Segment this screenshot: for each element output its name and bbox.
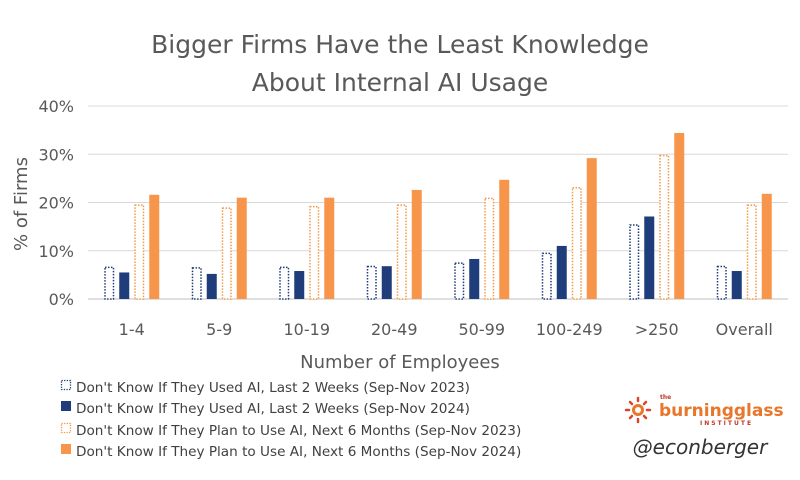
legend-swatch: [60, 379, 72, 391]
legend-label: Don't Know If They Used AI, Last 2 Weeks…: [76, 401, 470, 417]
x-tick-label: 10-19: [284, 320, 331, 339]
x-tick-label: 1-4: [119, 320, 145, 339]
brand-logo-prefix: the: [660, 394, 671, 401]
legend-swatch: [61, 444, 71, 454]
x-tick-label: 100-249: [536, 320, 603, 339]
bar-series-4-0: [149, 194, 160, 299]
bar-series-1-5: [541, 252, 552, 300]
bar-series-3-5: [571, 187, 582, 300]
bar-series-2-1: [206, 273, 217, 299]
bar-series-2-0: [119, 272, 130, 299]
bar-series-3-6: [659, 154, 670, 300]
legend-swatch: [60, 422, 72, 434]
x-tick-label: >250: [635, 320, 679, 339]
bar-series-1-7: [716, 265, 727, 300]
bar-series-4-1: [236, 197, 247, 299]
y-tick-label: 40%: [38, 97, 74, 116]
chart-title-line-2: About Internal AI Usage: [252, 68, 548, 97]
x-tick-label: 5-9: [206, 320, 232, 339]
legend-label: Don't Know If They Plan to Use AI, Next …: [76, 423, 521, 439]
bar-series-4-7: [761, 193, 772, 299]
bar-series-1-1: [191, 267, 202, 300]
legend: Don't Know If They Used AI, Last 2 Weeks…: [60, 379, 521, 460]
bar-series-4-2: [324, 197, 335, 299]
sunburst-logo-icon: [624, 396, 652, 424]
x-tick-label: Overall: [716, 320, 773, 339]
bar-series-2-4: [469, 258, 480, 299]
bar-series-3-0: [134, 204, 145, 300]
bar-series-2-6: [644, 216, 655, 299]
bar-series-1-6: [629, 224, 640, 300]
bar-series-4-4: [499, 179, 510, 299]
y-tick-label: 10%: [38, 242, 74, 261]
bar-series-4-3: [411, 189, 422, 299]
bar-series-4-6: [674, 133, 685, 299]
y-tick-label: 0%: [49, 290, 74, 309]
x-tick-label: 20-49: [371, 320, 418, 339]
x-axis-ticks: 1-4 5-9 10-19 20-49 50-99 100-249 >250 Overall: [119, 320, 773, 339]
y-tick-label: 30%: [38, 145, 74, 164]
x-tick-label: 50-99: [459, 320, 506, 339]
bar-series-3-1: [221, 207, 232, 300]
legend-label: Don't Know If They Plan to Use AI, Next …: [76, 444, 521, 460]
bar-series-3-2: [309, 205, 320, 300]
author-handle: @econberger: [633, 435, 769, 459]
brand-logo-text: burningglass: [659, 401, 784, 421]
bar-series-2-3: [381, 266, 392, 299]
bar-series-1-2: [279, 266, 290, 300]
bar-series-3-4: [484, 197, 495, 300]
x-axis-label: Number of Employees: [300, 352, 500, 373]
chart-title-line-1: Bigger Firms Have the Least Knowledge: [151, 30, 649, 59]
bar-series-2-5: [556, 245, 567, 299]
bar-series-2-7: [731, 271, 742, 299]
legend-label: Don't Know If They Used AI, Last 2 Weeks…: [76, 380, 470, 396]
bar-series-3-7: [746, 204, 757, 300]
y-tick-label: 20%: [38, 194, 74, 213]
bar-series-4-5: [586, 158, 597, 299]
gridlines: [88, 105, 788, 300]
bars: [104, 133, 772, 300]
brand-logo: the burningglass INSTITUTE: [624, 394, 784, 427]
bar-series-1-3: [366, 265, 377, 300]
legend-swatch: [61, 401, 71, 411]
bar-series-2-2: [294, 271, 305, 299]
y-axis-label: % of Firms: [11, 157, 32, 251]
bar-series-1-4: [454, 262, 465, 300]
brand-logo-subtitle: INSTITUTE: [700, 420, 753, 427]
bar-series-3-3: [396, 204, 407, 300]
y-axis-ticks: 0% 10% 20% 30% 40%: [38, 97, 74, 309]
bar-series-1-0: [104, 266, 115, 300]
